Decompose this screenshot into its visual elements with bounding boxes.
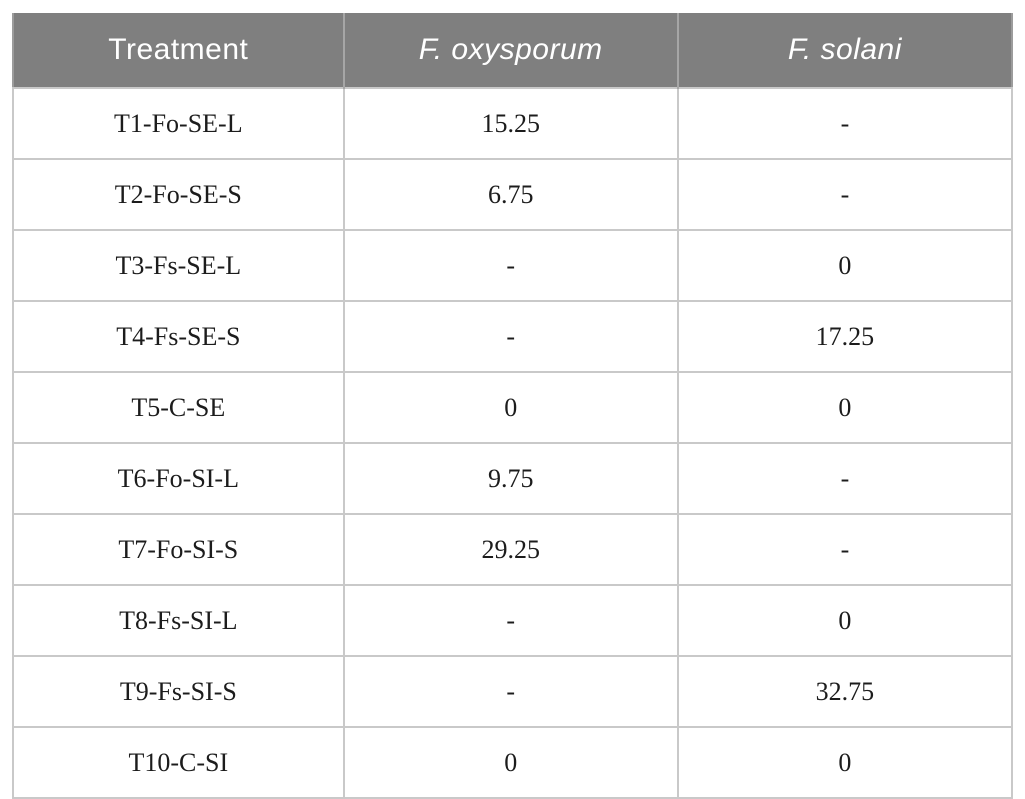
table-row: T7-Fo-SI-S 29.25 -: [12, 513, 1014, 586]
cell-f-solani: -: [676, 158, 1014, 231]
cell-treatment: T10-C-SI: [12, 726, 345, 799]
table-row: T10-C-SI 0 0: [12, 726, 1014, 799]
cell-f-oxysporum: -: [342, 229, 679, 302]
cell-treatment: T9-Fs-SI-S: [12, 655, 345, 728]
cell-f-solani: 0: [676, 229, 1014, 302]
treatment-data-table-container: Treatment F. oxysporum F. solani T1-Fo-S…: [12, 13, 1014, 799]
cell-f-oxysporum: 0: [342, 371, 679, 444]
table-row: T6-Fo-SI-L 9.75 -: [12, 442, 1014, 515]
cell-treatment: T5-C-SE: [12, 371, 345, 444]
table-row: T9-Fs-SI-S - 32.75: [12, 655, 1014, 728]
cell-f-oxysporum: 9.75: [342, 442, 679, 515]
column-header-f-oxysporum: F. oxysporum: [342, 13, 678, 88]
cell-f-solani: 0: [676, 726, 1014, 799]
cell-f-oxysporum: -: [342, 655, 679, 728]
cell-treatment: T2-Fo-SE-S: [12, 158, 345, 231]
cell-treatment: T8-Fs-SI-L: [12, 584, 345, 657]
cell-treatment: T7-Fo-SI-S: [12, 513, 345, 586]
table-row: T5-C-SE 0 0: [12, 371, 1014, 444]
table-body: T1-Fo-SE-L 15.25 - T2-Fo-SE-S 6.75 - T3-…: [12, 87, 1014, 799]
cell-f-oxysporum: 29.25: [342, 513, 679, 586]
column-header-treatment: Treatment: [13, 13, 344, 88]
cell-f-solani: 0: [676, 371, 1014, 444]
treatment-data-table: Treatment F. oxysporum F. solani T1-Fo-S…: [12, 13, 1014, 799]
table-row: T3-Fs-SE-L - 0: [12, 229, 1014, 302]
table-row: T4-Fs-SE-S - 17.25: [12, 300, 1014, 373]
cell-f-oxysporum: 6.75: [342, 158, 679, 231]
header-row: Treatment F. oxysporum F. solani: [13, 13, 1012, 88]
cell-treatment: T6-Fo-SI-L: [12, 442, 345, 515]
column-header-f-solani: F. solani: [676, 13, 1012, 88]
cell-f-solani: 17.25: [676, 300, 1014, 373]
cell-f-oxysporum: 15.25: [342, 87, 679, 160]
table-row: T2-Fo-SE-S 6.75 -: [12, 158, 1014, 231]
cell-f-oxysporum: -: [342, 300, 679, 373]
table-row: T1-Fo-SE-L 15.25 -: [12, 87, 1014, 160]
cell-f-solani: 32.75: [676, 655, 1014, 728]
cell-f-oxysporum: 0: [342, 726, 679, 799]
cell-treatment: T3-Fs-SE-L: [12, 229, 345, 302]
cell-treatment: T4-Fs-SE-S: [12, 300, 345, 373]
cell-treatment: T1-Fo-SE-L: [12, 87, 345, 160]
cell-f-solani: -: [676, 513, 1014, 586]
cell-f-solani: -: [676, 87, 1014, 160]
table-header: Treatment F. oxysporum F. solani: [13, 13, 1012, 88]
cell-f-solani: 0: [676, 584, 1014, 657]
cell-f-oxysporum: -: [342, 584, 679, 657]
table-row: T8-Fs-SI-L - 0: [12, 584, 1014, 657]
cell-f-solani: -: [676, 442, 1014, 515]
